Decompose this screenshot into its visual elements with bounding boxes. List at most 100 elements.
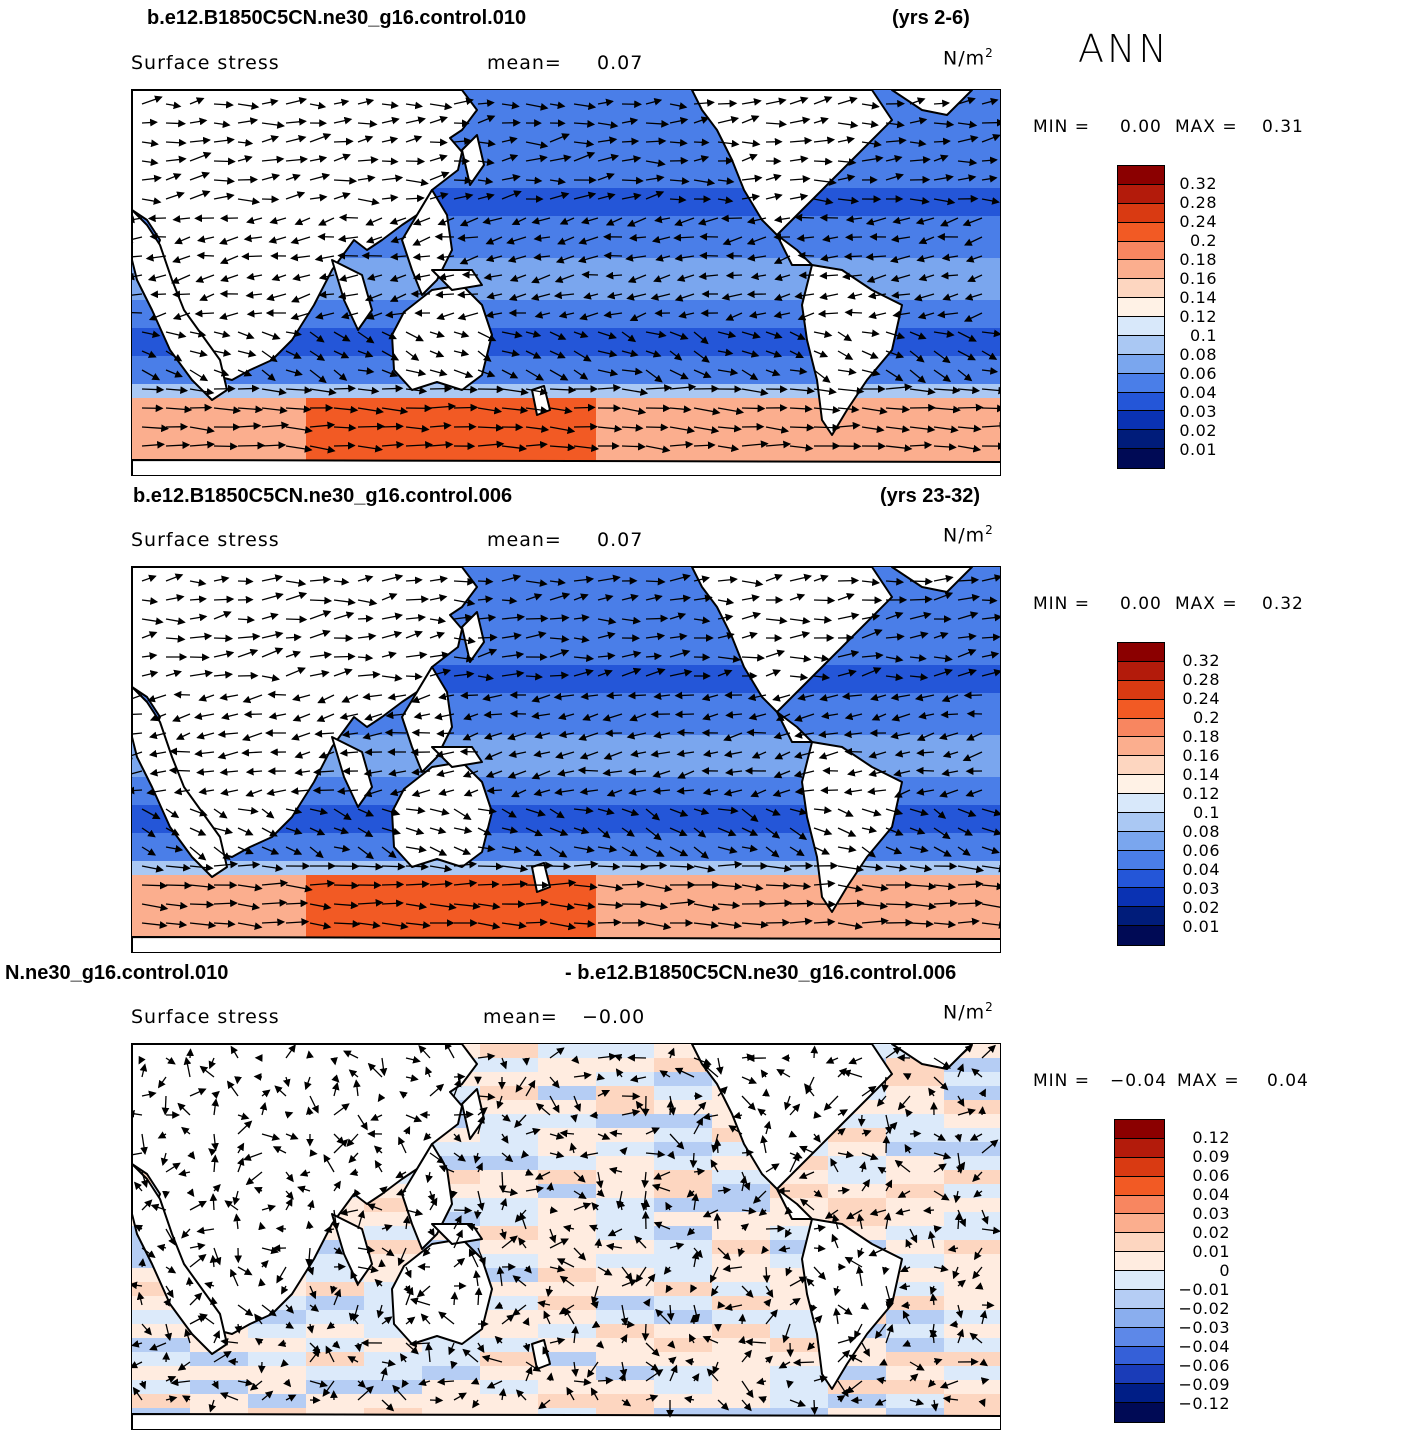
wind-vector <box>717 99 738 108</box>
wind-vector <box>213 157 236 166</box>
contour-fill-cell <box>944 398 1000 413</box>
wind-vector <box>234 1076 242 1085</box>
wind-vector <box>333 98 350 107</box>
colorbar-label: 0.03 <box>1192 1204 1230 1223</box>
wind-vector <box>477 369 496 378</box>
wind-vector <box>366 312 383 320</box>
wind-vector <box>892 310 911 319</box>
contour-fill-cell <box>944 300 1000 315</box>
contour-fill-cell <box>712 356 771 371</box>
wind-vector <box>797 251 815 260</box>
wind-vector <box>405 672 423 681</box>
colorbar-label: 0.02 <box>1182 898 1220 917</box>
wind-vector <box>147 274 167 282</box>
wind-vector <box>486 786 503 795</box>
wind-vector <box>511 217 527 226</box>
contour-fill-cell <box>886 595 945 610</box>
wind-vector <box>746 728 767 737</box>
contour-fill-cell <box>944 1100 1000 1115</box>
contour-fill-cell <box>422 440 481 455</box>
contour-fill-cell <box>538 1198 597 1213</box>
wind-vector <box>669 116 689 125</box>
contour-fill-cell <box>654 1380 713 1395</box>
wind-vector <box>651 235 671 244</box>
contour-fill-cell <box>712 735 771 750</box>
contour-fill-cell <box>596 903 655 918</box>
wind-vector <box>717 196 734 205</box>
wind-vector <box>866 274 887 283</box>
wind-vector <box>141 350 157 358</box>
wind-vector <box>621 367 643 376</box>
contour-fill-cell <box>364 1394 423 1409</box>
wind-vector <box>141 158 159 167</box>
colorbar-swatch <box>1115 1138 1164 1158</box>
wind-vector <box>554 274 575 284</box>
wind-vector <box>261 98 279 107</box>
wind-vector <box>412 252 431 261</box>
wind-vector <box>525 176 543 185</box>
wind-vector <box>819 271 839 280</box>
wind-vector <box>381 174 404 183</box>
wind-vector <box>174 236 191 245</box>
contour-fill-cell <box>944 1296 1000 1311</box>
wind-vector <box>261 350 278 363</box>
wind-vector <box>132 272 143 281</box>
contour-fill-cell <box>538 384 597 399</box>
wind-vector <box>381 116 400 125</box>
wind-vector <box>847 292 863 300</box>
contour-fill-cell <box>654 104 713 119</box>
wind-vector <box>721 214 743 223</box>
contour-fill-cell <box>770 370 829 385</box>
wind-vector <box>141 174 162 183</box>
contour-fill-cell <box>712 749 771 764</box>
wind-vector <box>963 312 983 322</box>
wind-vector <box>844 747 863 756</box>
contour-fill-cell <box>596 398 655 413</box>
wind-vector <box>169 747 191 756</box>
contour-fill-cell <box>944 679 1000 694</box>
wind-vector <box>861 154 884 163</box>
wind-vector <box>501 190 522 200</box>
contour-fill-cell <box>596 1114 655 1129</box>
contour-fill-cell <box>654 440 713 455</box>
wind-vector <box>981 156 998 165</box>
contour-fill-cell <box>480 202 539 217</box>
contour-fill-cell <box>770 412 829 427</box>
contour-fill-cell <box>712 1338 771 1353</box>
wind-vector <box>957 96 976 105</box>
contour-fill-cell <box>364 889 423 904</box>
panel3-case-right: - b.e12.B1850C5CN.ne30_g16.control.006 <box>565 962 957 984</box>
wind-vector <box>141 118 158 127</box>
wind-vector <box>589 1111 599 1119</box>
wind-vector <box>411 728 431 737</box>
contour-fill-cell <box>886 244 945 259</box>
wind-vector <box>237 384 260 393</box>
wind-vector <box>508 293 527 302</box>
wind-vector <box>741 115 760 124</box>
wind-vector <box>241 252 263 261</box>
wind-vector <box>890 274 911 283</box>
contour-fill-cell <box>654 398 713 413</box>
wind-vector <box>477 577 494 586</box>
contour-fill-cell <box>886 1086 945 1101</box>
colorbar-label: 0.16 <box>1182 746 1220 765</box>
colorbar-swatch <box>1115 1346 1164 1366</box>
colorbar-label: 0.02 <box>1179 421 1217 440</box>
contour-fill-cell <box>886 412 945 427</box>
colorbar-label: 0.12 <box>1179 307 1217 326</box>
panel1-map-svg <box>132 90 1000 475</box>
contour-fill-cell <box>596 412 655 427</box>
contour-fill-cell <box>596 286 655 301</box>
wind-vector <box>867 291 887 300</box>
contour-fill-cell <box>248 412 307 427</box>
wind-vector <box>429 350 445 358</box>
wind-vector <box>453 369 474 379</box>
wind-vector <box>525 350 542 359</box>
wind-vector <box>531 274 551 284</box>
contour-fill-cell <box>712 1296 771 1311</box>
contour-fill-cell <box>364 286 423 301</box>
colorbar-label: 0.32 <box>1179 174 1217 193</box>
wind-vector <box>981 118 1000 127</box>
wind-vector <box>909 350 925 363</box>
contour-fill-cell <box>596 1394 655 1409</box>
